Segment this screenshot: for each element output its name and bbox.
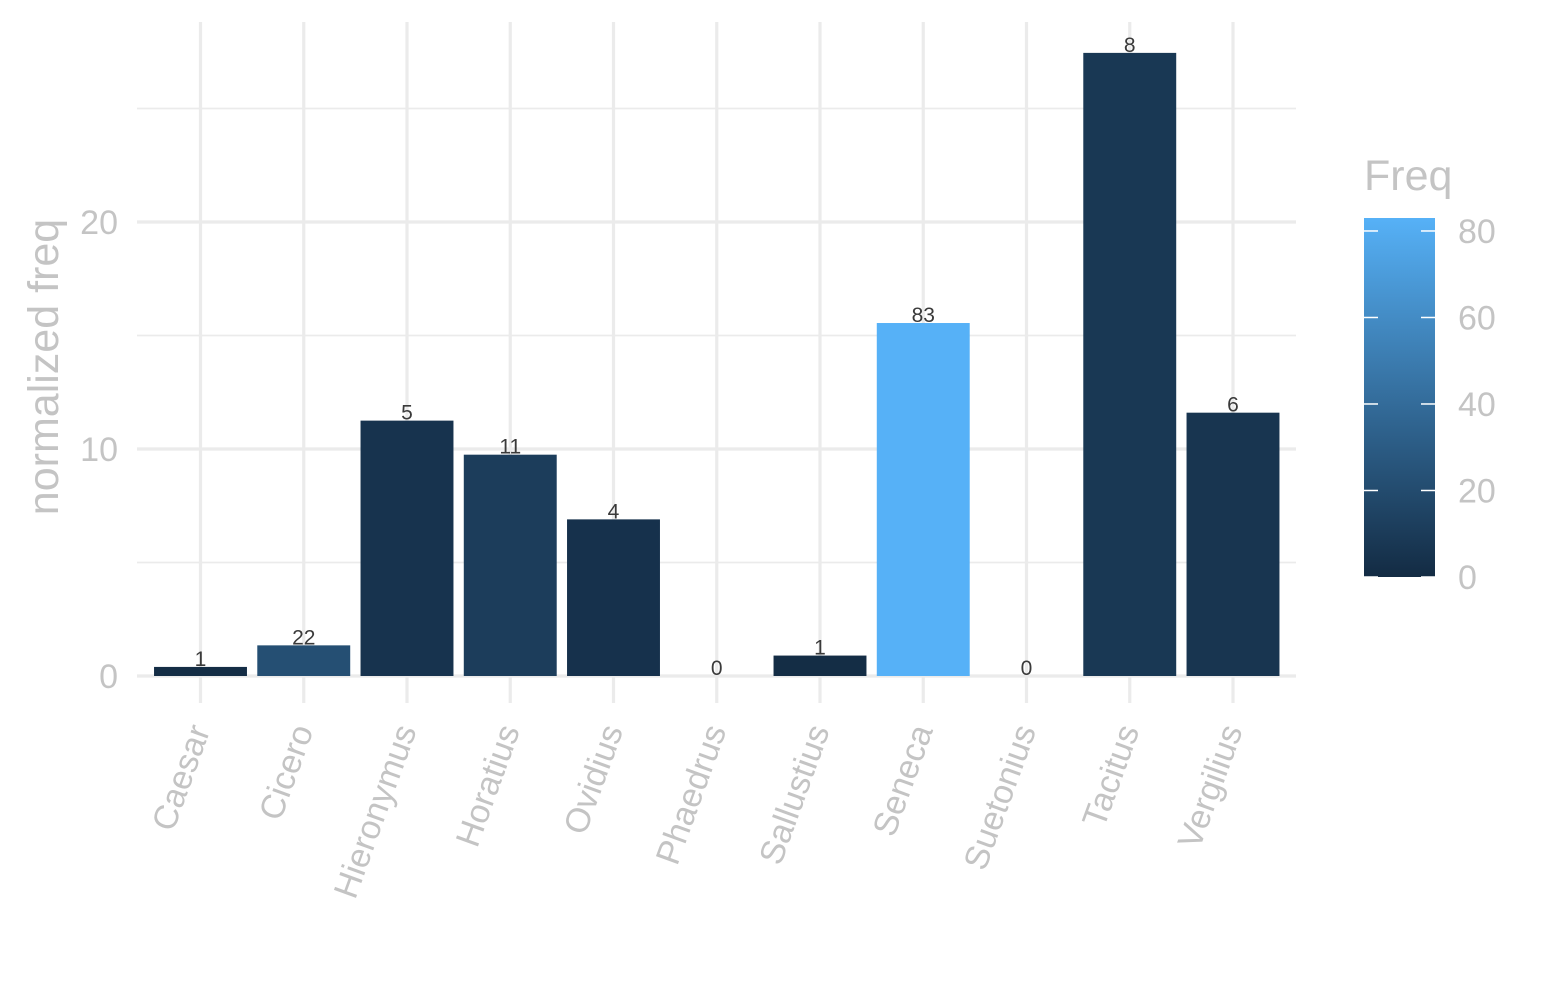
y-tick-label: 0 [99,658,118,696]
x-tick-label-seneca: Seneca [866,720,941,841]
bar-label-seneca: 83 [912,304,935,327]
bar-label-suetonius: 0 [1021,657,1033,680]
x-axis: Caesar Cicero Hieronymus Horatius Ovidius Pha… [145,720,1251,904]
x-tick-label-sallustius: Sallustius [752,720,837,870]
y-tick-label: 20 [80,204,118,242]
bar-label-ovidius: 4 [608,500,620,523]
x-tick-label-cicero: Cicero [252,720,321,825]
y-axis: 0 10 20 [80,204,118,696]
bar-label-phaedrus: 0 [711,657,723,680]
x-tick-label-horatius: Horatius [449,720,528,852]
bar-tacitus [1083,52,1177,676]
y-tick-label: 10 [80,431,118,469]
bar-value-labels: 1 22 5 11 4 0 1 83 0 8 6 [195,34,1239,680]
x-tick-label-phaedrus: Phaedrus [649,720,734,870]
bars [154,52,1280,676]
bar-caesar [154,666,247,676]
bar-seneca [876,323,970,676]
legend-ticks: 0 20 40 60 80 [1364,213,1496,597]
bar-vergilius [1186,412,1280,676]
bar-label-vergilius: 6 [1227,394,1239,417]
legend-tick-label: 40 [1458,386,1496,424]
x-tick-label-vergilius: Vergilius [1171,720,1251,854]
bar-label-tacitus: 8 [1124,34,1136,57]
legend-colorbar [1364,218,1435,577]
legend: Freq 0 20 40 60 80 [1364,152,1496,597]
legend-tick-label: 80 [1458,213,1496,251]
legend-title: Freq [1364,152,1452,200]
bar-label-caesar: 1 [195,648,207,671]
x-tick-label-tacitus: Tacitus [1075,720,1147,832]
bar-label-sallustius: 1 [814,637,826,660]
bar-cicero [257,645,351,676]
bar-label-horatius: 11 [499,436,521,459]
bar-horatius [463,454,557,676]
bar-ovidius [567,519,660,676]
x-tick-label-caesar: Caesar [145,720,218,836]
legend-tick-label: 20 [1458,472,1496,510]
bar-hieronymus [360,420,454,676]
legend-tick-label: 0 [1458,559,1477,597]
x-tick-label-ovidius: Ovidius [557,720,631,840]
x-tick-label-hieronymus: Hieronymus [327,720,425,903]
bar-label-cicero: 22 [292,626,315,649]
x-tick-label-suetonius: Suetonius [957,720,1044,875]
y-axis-title: normalized freq [20,219,68,515]
legend-tick-label: 60 [1458,299,1496,337]
bar-label-hieronymus: 5 [401,402,413,425]
bar-sallustius [773,655,867,676]
